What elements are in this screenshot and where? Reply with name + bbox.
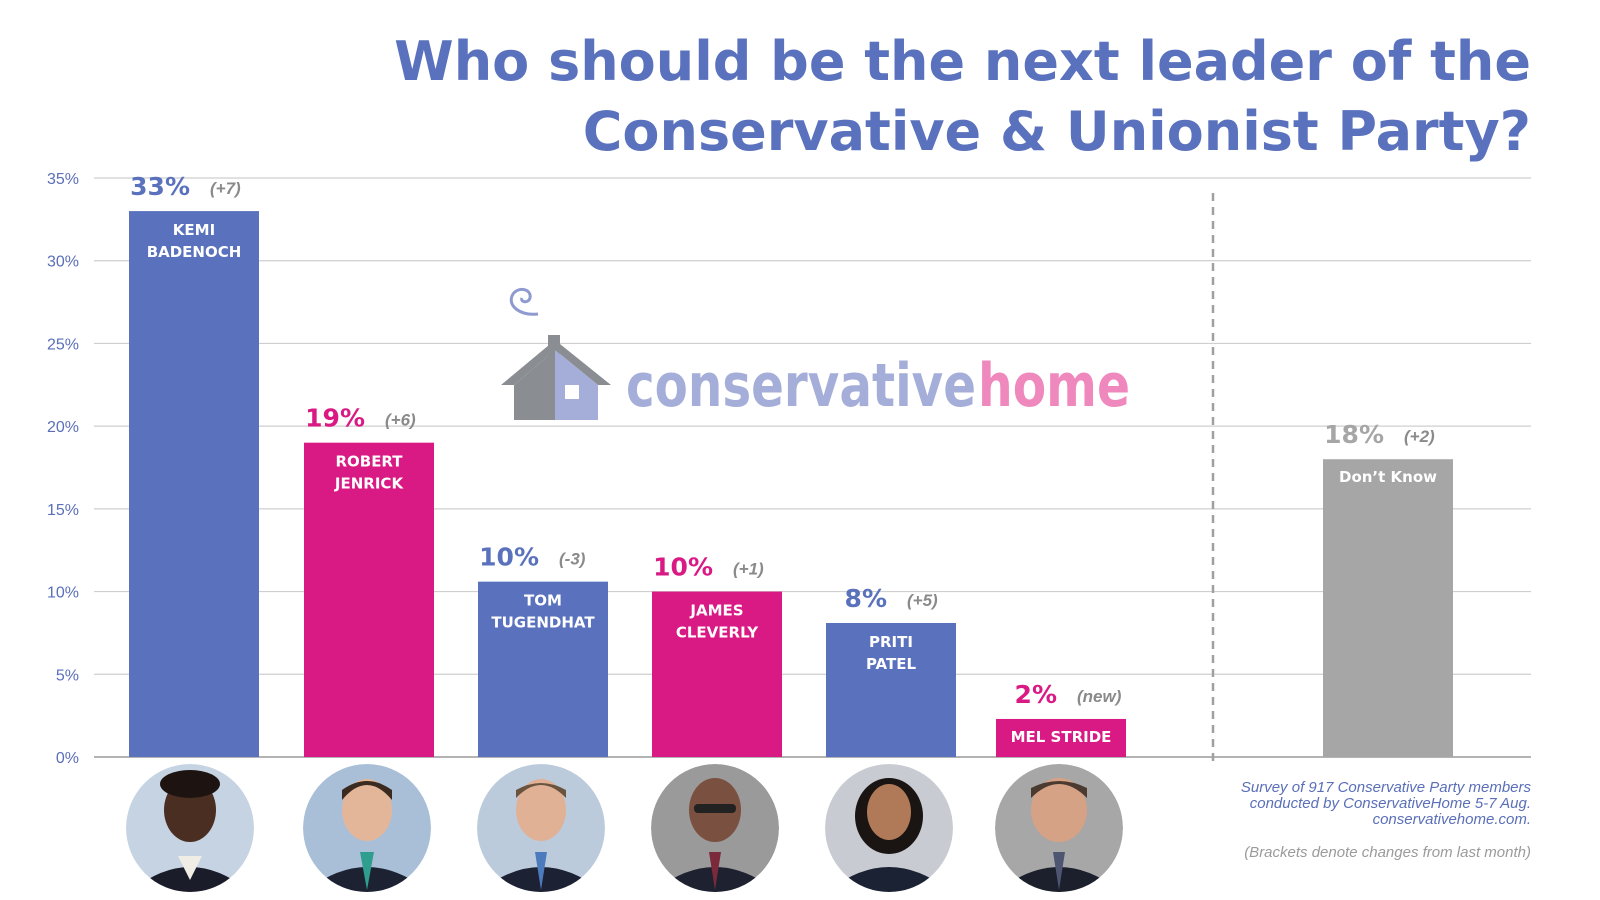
portrait-robert-jenrick bbox=[303, 764, 431, 892]
data-label-change: (+2) bbox=[1404, 427, 1435, 446]
chart-title-line-1: Who should be the next leader of the bbox=[394, 30, 1531, 93]
bar-category-label: TOM bbox=[524, 592, 562, 610]
bar-category-label: PATEL bbox=[866, 655, 917, 673]
y-tick-label: 5% bbox=[56, 667, 79, 684]
portrait-tom-tugendhat bbox=[477, 764, 605, 892]
bars: 33% (+7) KEMI BADENOCH 19% (+6) ROBERT JENRICK 1… bbox=[129, 172, 1453, 758]
portrait-james-cleverly bbox=[651, 764, 779, 892]
data-label-value: 8% bbox=[845, 584, 887, 613]
portrait-kemi-badenoch bbox=[126, 764, 254, 892]
y-tick-label: 20% bbox=[47, 419, 79, 436]
bar bbox=[996, 718, 1126, 757]
bar bbox=[129, 211, 259, 758]
footnote-brackets: (Brackets denote changes from last month… bbox=[1244, 844, 1531, 861]
bar-category-label: ROBERT bbox=[335, 453, 403, 471]
house-window-icon bbox=[565, 385, 579, 399]
data-label-change: (+6) bbox=[385, 411, 416, 430]
footnote-line-2: conducted by ConservativeHome 5-7 Aug. bbox=[1250, 795, 1531, 812]
data-label-value: 19% bbox=[305, 404, 365, 433]
bar-category-label: TUGENDHAT bbox=[491, 614, 595, 632]
data-label-value: 18% bbox=[1324, 420, 1384, 449]
bar bbox=[304, 442, 434, 757]
y-tick-label: 35% bbox=[47, 171, 79, 188]
house-roof-icon bbox=[501, 340, 611, 385]
data-label-value: 33% bbox=[130, 172, 190, 201]
data-label-change: (+1) bbox=[733, 560, 764, 579]
y-tick-label: 30% bbox=[47, 254, 79, 271]
data-label-value: 2% bbox=[1015, 680, 1057, 709]
y-tick-label: 0% bbox=[56, 750, 79, 767]
bar-category-label: MEL STRIDE bbox=[1011, 728, 1112, 746]
data-label-change: (new) bbox=[1077, 687, 1122, 706]
data-label-change: (+7) bbox=[210, 179, 241, 198]
bar bbox=[826, 623, 956, 757]
bar bbox=[652, 591, 782, 757]
logo-text-home: home bbox=[978, 351, 1130, 421]
chart-title-line-2: Conservative & Unionist Party? bbox=[583, 100, 1531, 163]
bar-category-label: PRITI bbox=[869, 633, 913, 651]
bar-category-label: JAMES bbox=[689, 602, 743, 620]
data-label-value: 10% bbox=[479, 543, 539, 572]
conservativehome-logo: conservative home bbox=[501, 288, 1130, 421]
y-tick-label: 25% bbox=[47, 336, 79, 353]
data-label-value: 10% bbox=[653, 553, 713, 582]
data-label-change: (+5) bbox=[907, 591, 938, 610]
y-axis-ticks: 0% 5% 10% 15% 20% 25% 30% 35% bbox=[47, 171, 79, 767]
steam-swirl-icon bbox=[509, 288, 539, 316]
bar bbox=[478, 581, 608, 757]
bar-category-label: JENRICK bbox=[334, 475, 405, 493]
bar-category-label: Don’t Know bbox=[1339, 468, 1437, 486]
footnote-line-1: Survey of 917 Conservative Party members bbox=[1241, 779, 1532, 796]
bar-category-label: KEMI bbox=[173, 221, 215, 239]
y-tick-label: 10% bbox=[47, 585, 79, 602]
house-shadow-icon bbox=[514, 350, 555, 420]
bar bbox=[1323, 459, 1453, 757]
logo-text-conservative: conservative bbox=[626, 351, 976, 421]
portrait-priti-patel bbox=[825, 764, 953, 892]
bar-category-label: BADENOCH bbox=[147, 243, 242, 261]
portrait-mel-stride bbox=[995, 764, 1123, 892]
bar-category-label: CLEVERLY bbox=[676, 624, 759, 642]
y-tick-label: 15% bbox=[47, 502, 79, 519]
data-label-change: (-3) bbox=[559, 550, 586, 569]
footnote-line-3: conservativehome.com. bbox=[1373, 811, 1531, 828]
